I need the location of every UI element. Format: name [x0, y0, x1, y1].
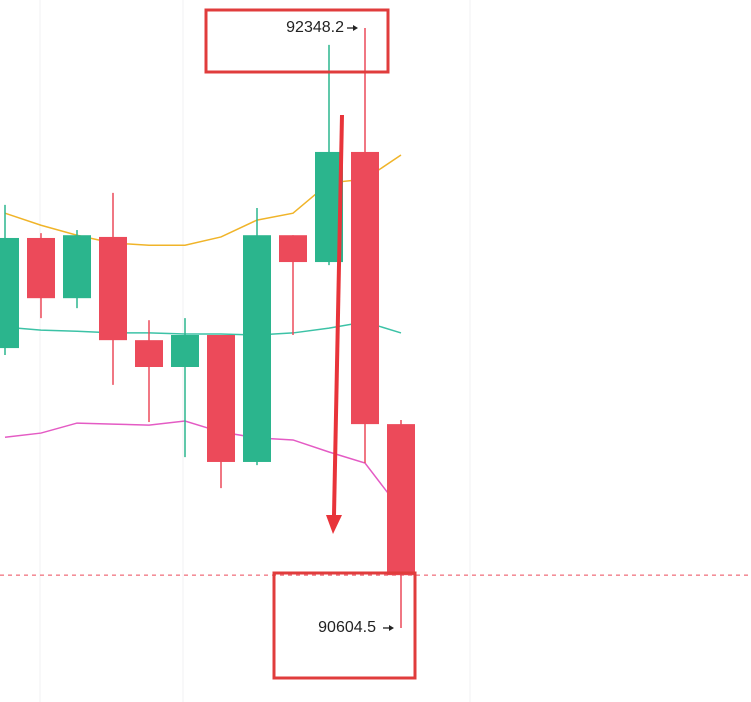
high-label: 92348.2	[286, 19, 344, 36]
low-label: 90604.5	[318, 619, 376, 636]
label-arrow-head	[389, 624, 394, 631]
candle-body	[63, 235, 91, 299]
candle-body	[0, 237, 19, 349]
highlight-box	[204, 8, 390, 74]
candle-body	[171, 335, 199, 367]
plot	[0, 28, 751, 628]
candle-body	[207, 335, 235, 462]
trend-arrow-head	[326, 515, 342, 534]
trend-arrow	[332, 114, 344, 516]
label-arrow-head	[353, 25, 358, 32]
candle-body	[387, 424, 415, 576]
candle-body	[99, 236, 127, 341]
candle-body	[279, 235, 307, 263]
candle-body	[27, 237, 55, 299]
highlight-box	[272, 571, 417, 680]
ma-line	[4, 420, 402, 511]
candle-body	[135, 340, 163, 367]
candle-body	[243, 235, 271, 462]
ma-line	[4, 321, 402, 336]
candle-body	[351, 151, 379, 425]
